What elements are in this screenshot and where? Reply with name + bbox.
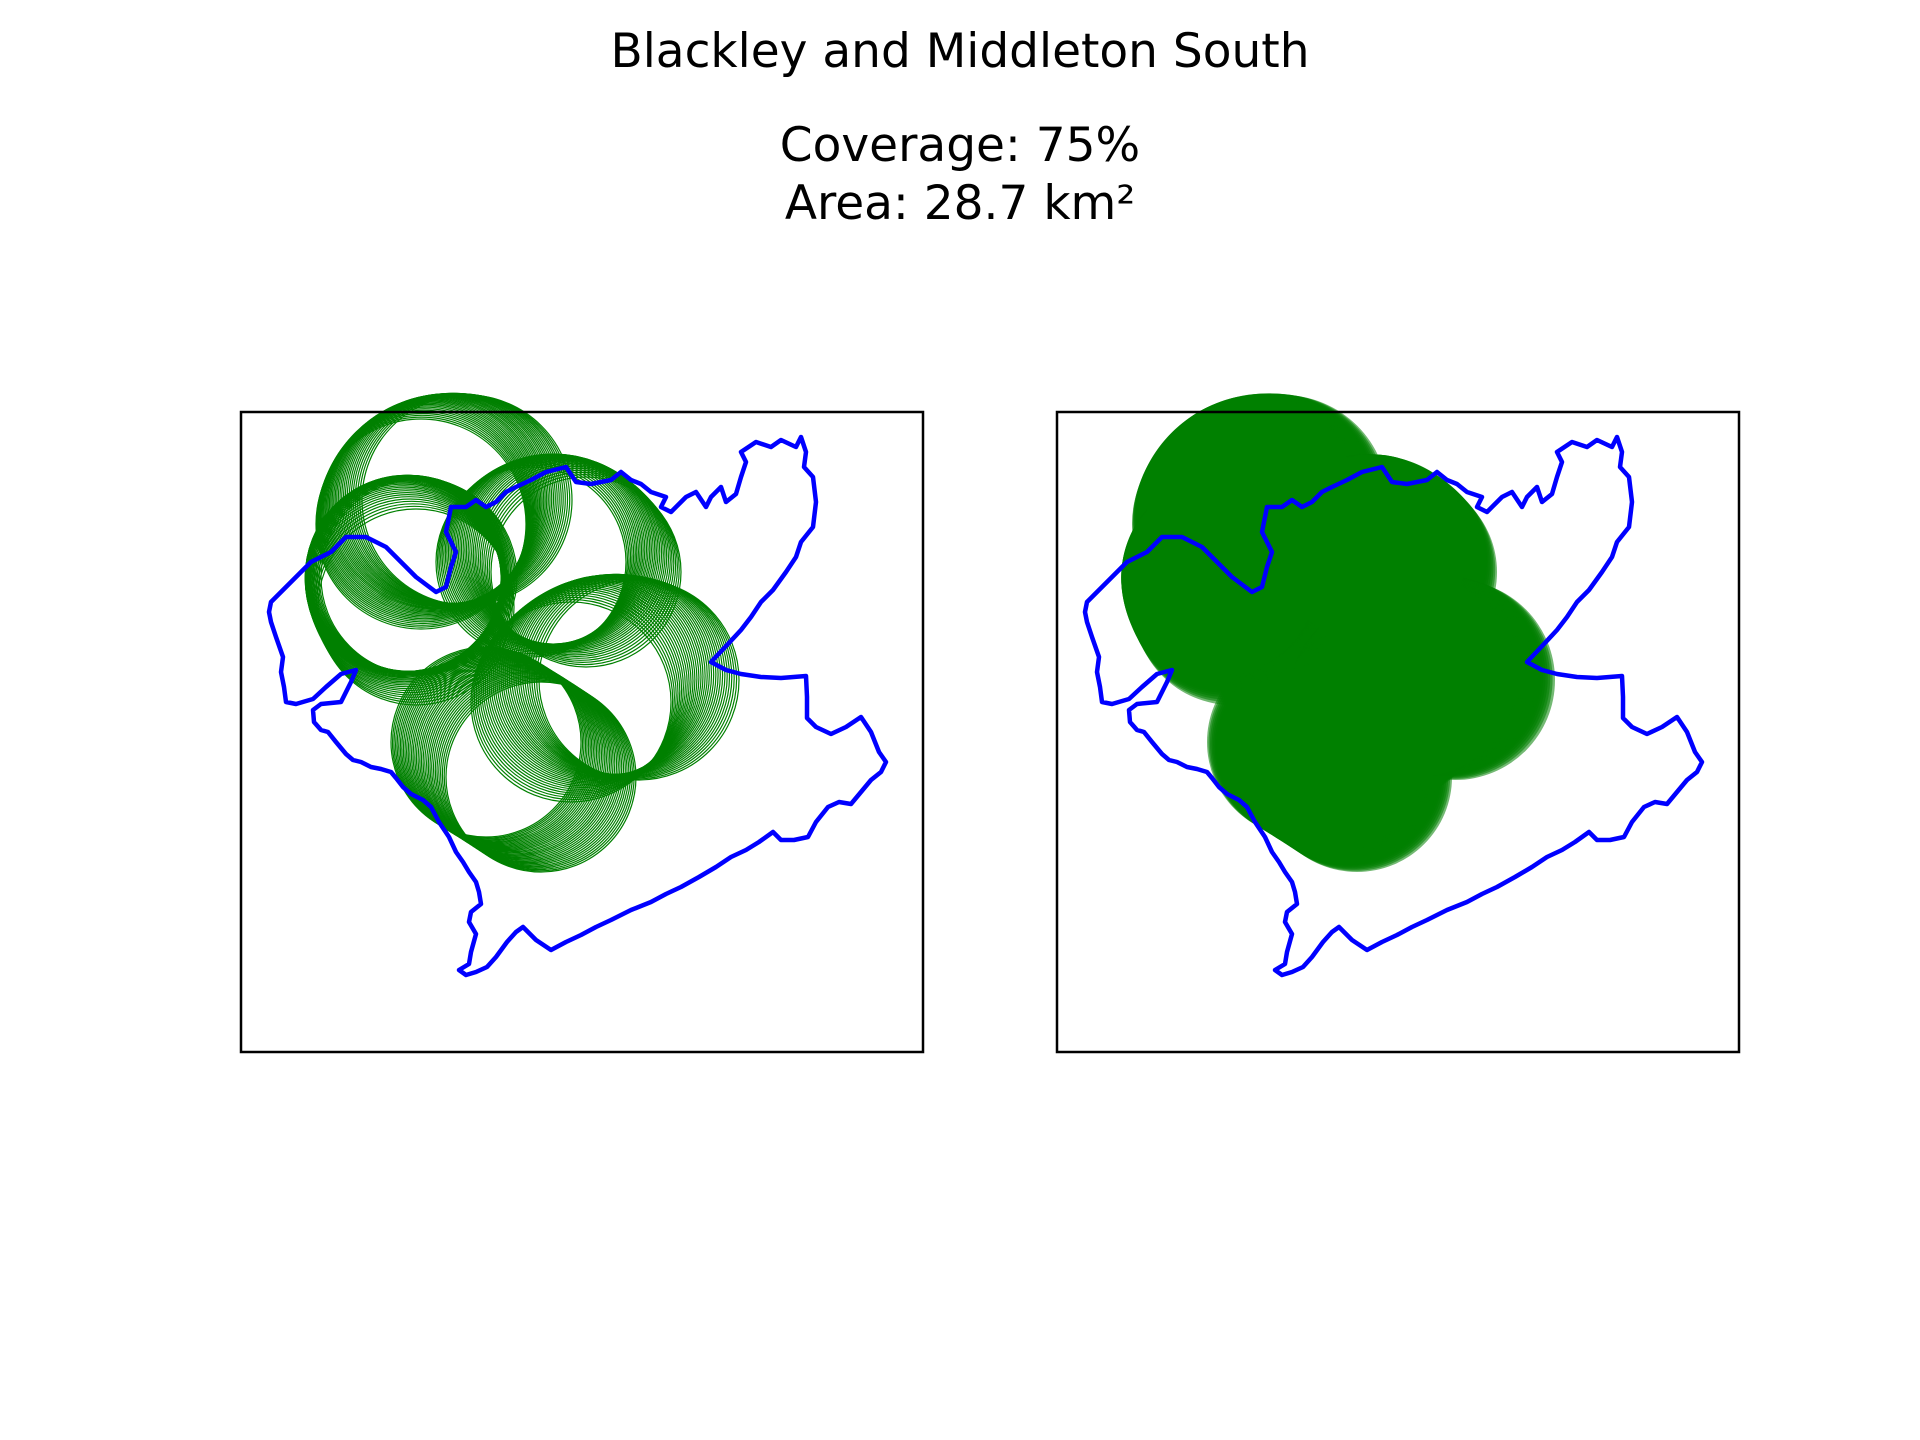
coverage-circle — [318, 409, 530, 621]
coverage-circle — [327, 398, 539, 610]
coverage-circle — [324, 401, 536, 613]
axes-frame — [1055, 410, 1741, 1054]
coverage-circle — [331, 395, 543, 608]
coverage-circle — [330, 396, 542, 609]
coverage-circle — [445, 681, 637, 873]
coverage-circle — [407, 657, 599, 849]
coverage-circles-filled — [1121, 393, 1555, 872]
coverage-circle — [395, 649, 587, 841]
coverage-circle — [1232, 662, 1423, 853]
coverage-circle — [447, 456, 639, 648]
coverage-circle — [313, 500, 511, 698]
coverage-circle — [417, 663, 609, 855]
coverage-circle — [406, 656, 598, 848]
constituency-boundary — [1082, 434, 1705, 978]
coverage-circle — [321, 405, 533, 617]
coverage-circle — [481, 588, 683, 790]
area-label: Area: 28.7 km² — [784, 176, 1136, 231]
coverage-circle — [306, 488, 505, 686]
coverage-circle — [320, 406, 532, 618]
coverage-circle — [328, 397, 541, 609]
coverage-circle — [415, 662, 607, 854]
coverage-circle — [424, 667, 616, 859]
coverage-circle — [323, 402, 535, 614]
coverage-circle — [441, 679, 633, 871]
constituency-boundary — [266, 434, 889, 978]
coverage-circle — [436, 675, 628, 867]
coverage-circle — [1121, 479, 1318, 676]
coverage-circle — [438, 463, 630, 655]
coverage-circle — [475, 594, 677, 796]
coverage-circle — [391, 647, 584, 839]
coverage-circle — [319, 408, 531, 620]
coverage-circle — [307, 490, 505, 688]
coverage-circle — [488, 474, 680, 666]
coverage-circle — [398, 651, 590, 843]
coverage-circle — [419, 664, 611, 856]
coverage-circle — [422, 666, 614, 858]
coverage-circle — [438, 676, 630, 868]
coverage-circles-outline — [304, 392, 740, 873]
coverage-circle — [441, 460, 633, 652]
map-panel-coverage-outline — [239, 392, 925, 1054]
coverage-circle — [315, 418, 527, 630]
coverage-circle — [390, 646, 582, 838]
coverage-circle — [404, 655, 596, 847]
coverage-circle — [402, 654, 594, 846]
coverage-circle — [409, 658, 601, 850]
coverage-circle — [420, 665, 612, 857]
coverage-circle — [481, 465, 673, 658]
coverage-circle — [414, 661, 606, 853]
coverage-circle — [443, 680, 635, 872]
coverage-circle — [431, 672, 623, 864]
coverage-circle — [401, 653, 593, 845]
coverage-circle — [444, 457, 636, 649]
coverage-circle — [434, 674, 626, 866]
coverage-circle — [432, 673, 625, 865]
coverage-circle — [440, 677, 632, 869]
coverage-circle — [427, 669, 619, 861]
coverage-circle — [410, 659, 603, 851]
coverage-circle — [322, 403, 534, 616]
coverage-circle — [393, 648, 585, 840]
coverage-circle — [326, 399, 538, 611]
coverage-circle — [426, 668, 618, 860]
coverage-circle — [436, 464, 629, 656]
coverage-circle — [399, 652, 591, 844]
axes-frame — [239, 410, 925, 1054]
coverage-circle — [325, 400, 537, 612]
coverage-circle — [396, 650, 588, 842]
map-panel-coverage-filled — [1055, 393, 1741, 1054]
coverage-circle — [485, 469, 677, 661]
coverage-circle — [412, 660, 604, 852]
coverage-label: Coverage: 75% — [779, 118, 1141, 173]
coverage-circle — [429, 670, 621, 863]
figure-title: Blackley and Middleton South — [610, 24, 1310, 79]
